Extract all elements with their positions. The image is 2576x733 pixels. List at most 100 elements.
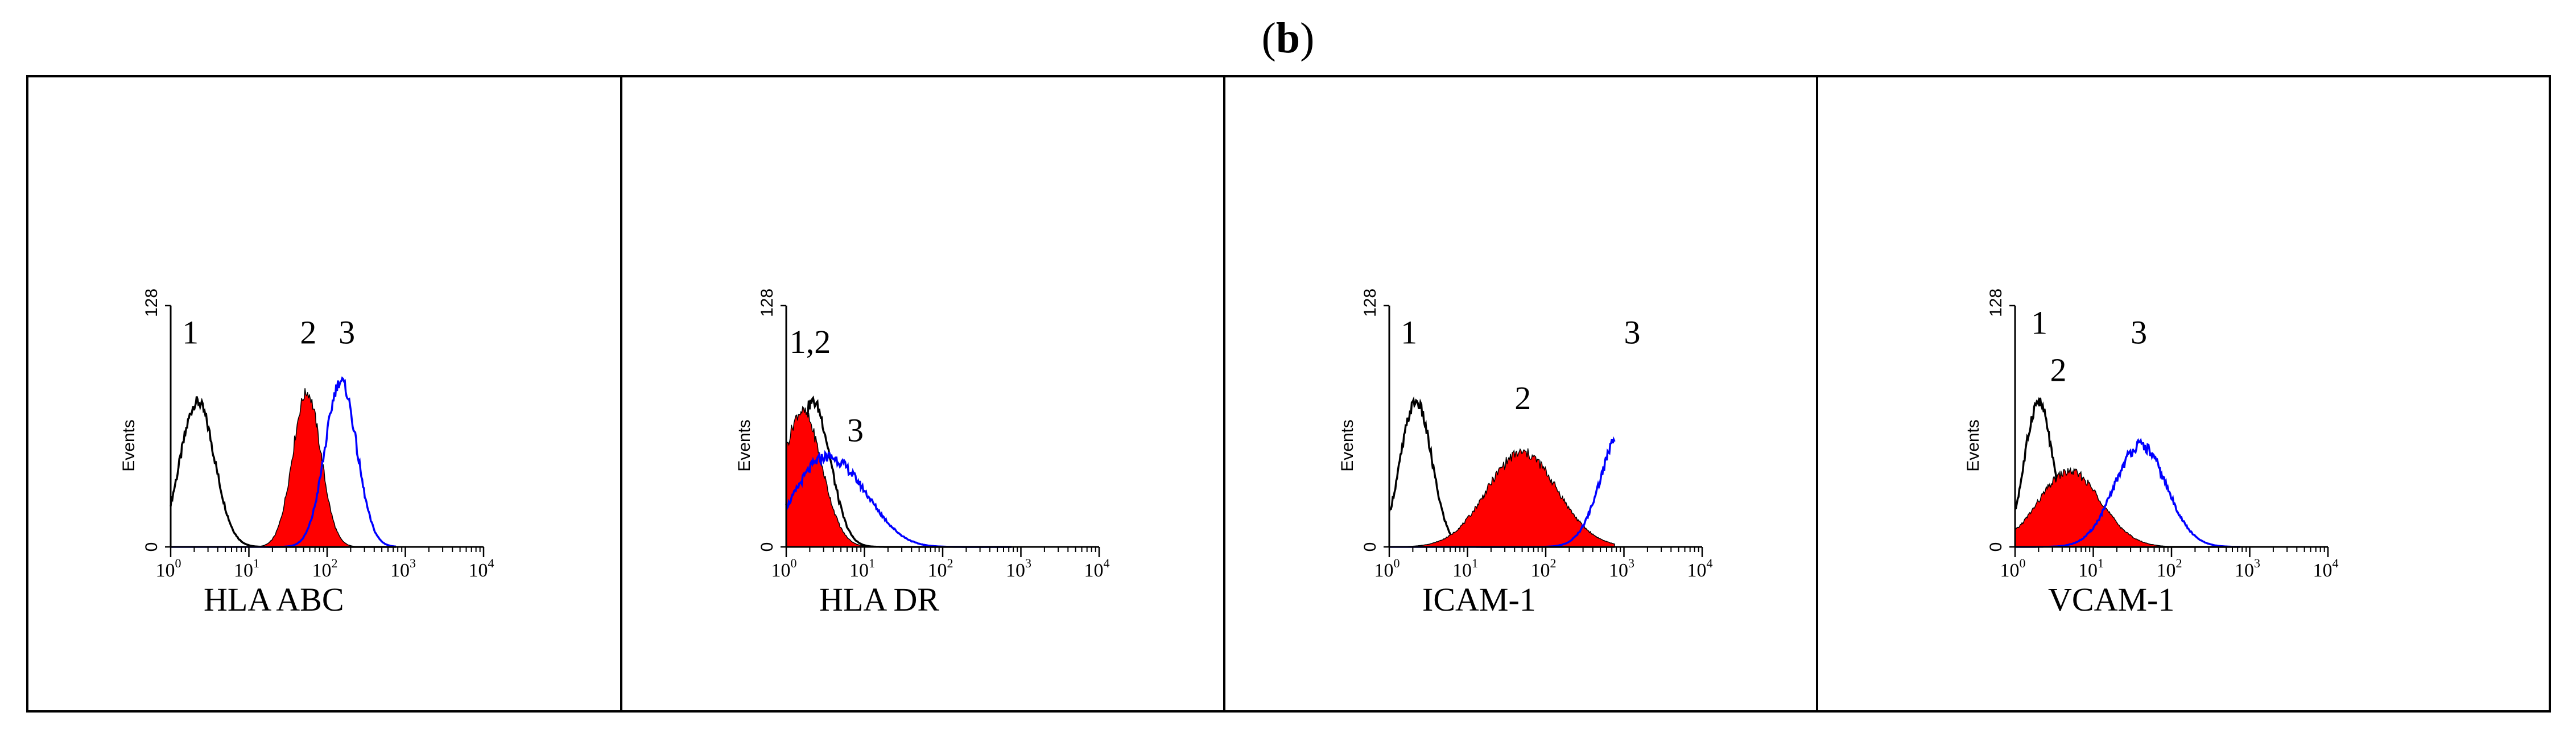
x-tick-label-exponent: 4 (488, 556, 494, 570)
x-tick-label-base: 10 (1374, 560, 1394, 581)
peak-annotation-3: 3 (2131, 314, 2147, 351)
x-tick-label: 101 (849, 556, 875, 581)
x-axis-label: HLA DR (819, 581, 939, 618)
x-tick-label: 103 (1006, 556, 1031, 581)
peak-annotation-3: 3 (847, 412, 864, 449)
peak-annotation-1: 1 (2031, 304, 2047, 341)
x-tick-label-exponent: 1 (2098, 556, 2104, 570)
x-tick-label: 100 (1374, 556, 1400, 581)
peak-annotation-1: 1 (182, 314, 199, 351)
x-tick-label-exponent: 3 (2254, 556, 2260, 570)
panel-vcam-1: 100 101 102 103 104 0 128 Events VCAM-1 1 2 3 (1816, 77, 2549, 710)
series-2-histogram (786, 405, 1012, 547)
y-tick-label: 0 (758, 542, 777, 552)
panel-icam-1: 100 101 102 103 104 0 128 Events ICAM-1 1 2 3 (1223, 77, 1816, 710)
x-tick-label: 102 (928, 556, 953, 581)
x-tick-label-base: 10 (469, 560, 488, 581)
x-tick-label-exponent: 0 (791, 556, 797, 570)
x-tick-label: 102 (1531, 556, 1557, 581)
x-tick-label: 100 (156, 556, 181, 581)
peak-annotation-3: 3 (1624, 314, 1641, 351)
x-tick-label-base: 10 (1687, 560, 1707, 581)
x-tick-label-base: 10 (312, 560, 332, 581)
x-tick-label-exponent: 2 (947, 556, 953, 570)
x-tick-label: 104 (1084, 556, 1110, 581)
x-tick-label: 103 (2235, 556, 2260, 581)
x-tick-label-exponent: 2 (332, 556, 338, 570)
x-tick-label: 101 (2078, 556, 2104, 581)
y-tick-label: 128 (758, 289, 777, 317)
peak-annotation-2: 2 (2050, 352, 2066, 389)
x-tick-label: 104 (1687, 556, 1713, 581)
x-tick-label: 100 (2000, 556, 2026, 581)
x-tick-label-base: 10 (771, 560, 791, 581)
x-tick-label-exponent: 4 (2333, 556, 2339, 570)
x-tick-label: 103 (390, 556, 416, 581)
figure-label: (b) (0, 13, 2576, 64)
x-tick-label-exponent: 3 (1025, 556, 1031, 570)
y-tick-label: 0 (1987, 542, 2005, 552)
x-tick-label-exponent: 2 (2176, 556, 2182, 570)
series-2-histogram (2014, 467, 2240, 547)
x-tick-label: 101 (1452, 556, 1478, 581)
x-tick-label-base: 10 (2157, 560, 2176, 581)
x-tick-label: 102 (2157, 556, 2182, 581)
x-tick-label-exponent: 4 (1707, 556, 1713, 570)
x-tick-label-base: 10 (156, 560, 175, 581)
panel-table: 100 101 102 103 104 0 128 Events HLA ABC 1 2 3 100 1… (26, 75, 2551, 713)
x-tick-label: 100 (771, 556, 797, 581)
y-axis-label: Events (1338, 419, 1357, 472)
y-axis-label: Events (1964, 419, 1983, 472)
x-tick-label-base: 10 (1452, 560, 1472, 581)
x-tick-label-base: 10 (2313, 560, 2333, 581)
x-tick-label-base: 10 (234, 560, 253, 581)
x-tick-label-exponent: 4 (1104, 556, 1110, 570)
x-tick-label: 103 (1609, 556, 1634, 581)
x-tick-label-base: 10 (1006, 560, 1025, 581)
panel-hla-dr: 100 101 102 103 104 0 128 Events HLA DR 1,2 3 (620, 77, 1223, 710)
x-tick-label-base: 10 (2000, 560, 2020, 581)
x-axis-label: HLA ABC (204, 581, 344, 618)
y-axis-label: Events (735, 419, 754, 472)
figure-label-letter: b (1275, 14, 1301, 62)
x-tick-label: 102 (312, 556, 338, 581)
x-tick-label-exponent: 0 (1394, 556, 1400, 570)
x-tick-label-base: 10 (2235, 560, 2254, 581)
figure-label-open: ( (1261, 14, 1276, 62)
x-tick-label-exponent: 2 (1550, 556, 1557, 570)
y-tick-label: 128 (1987, 289, 2005, 317)
x-tick-label-base: 10 (849, 560, 869, 581)
y-axis-label: Events (119, 419, 138, 472)
figure-label-close: ) (1300, 14, 1315, 62)
x-tick-label-base: 10 (928, 560, 947, 581)
x-tick-label-base: 10 (1531, 560, 1550, 581)
y-tick-label: 128 (142, 289, 161, 317)
y-tick-label: 0 (142, 542, 161, 552)
x-tick-label-exponent: 3 (1628, 556, 1634, 570)
x-tick-label-base: 10 (1084, 560, 1104, 581)
peak-annotation-2: 2 (300, 314, 316, 351)
x-tick-label: 104 (469, 556, 494, 581)
x-tick-label-base: 10 (390, 560, 410, 581)
x-tick-label-exponent: 3 (410, 556, 416, 570)
x-tick-label-exponent: 1 (869, 556, 875, 570)
peak-annotation-3: 3 (338, 314, 355, 351)
peak-annotation-1-2: 1,2 (790, 323, 831, 360)
x-tick-label-base: 10 (2078, 560, 2098, 581)
x-tick-label-exponent: 0 (2020, 556, 2026, 570)
x-axis-label: VCAM-1 (2048, 581, 2174, 618)
y-tick-label: 128 (1361, 289, 1380, 317)
x-tick-label-exponent: 1 (253, 556, 259, 570)
panel-hla-abc: 100 101 102 103 104 0 128 Events HLA ABC 1 2 3 (28, 77, 620, 710)
series-2-histogram (1389, 448, 1615, 547)
peak-annotation-2: 2 (1514, 380, 1531, 417)
peak-annotation-1: 1 (1401, 314, 1417, 351)
y-tick-label: 0 (1361, 542, 1380, 552)
x-tick-label-exponent: 0 (175, 556, 181, 570)
x-axis-label: ICAM-1 (1422, 581, 1536, 618)
x-tick-label: 101 (234, 556, 259, 581)
